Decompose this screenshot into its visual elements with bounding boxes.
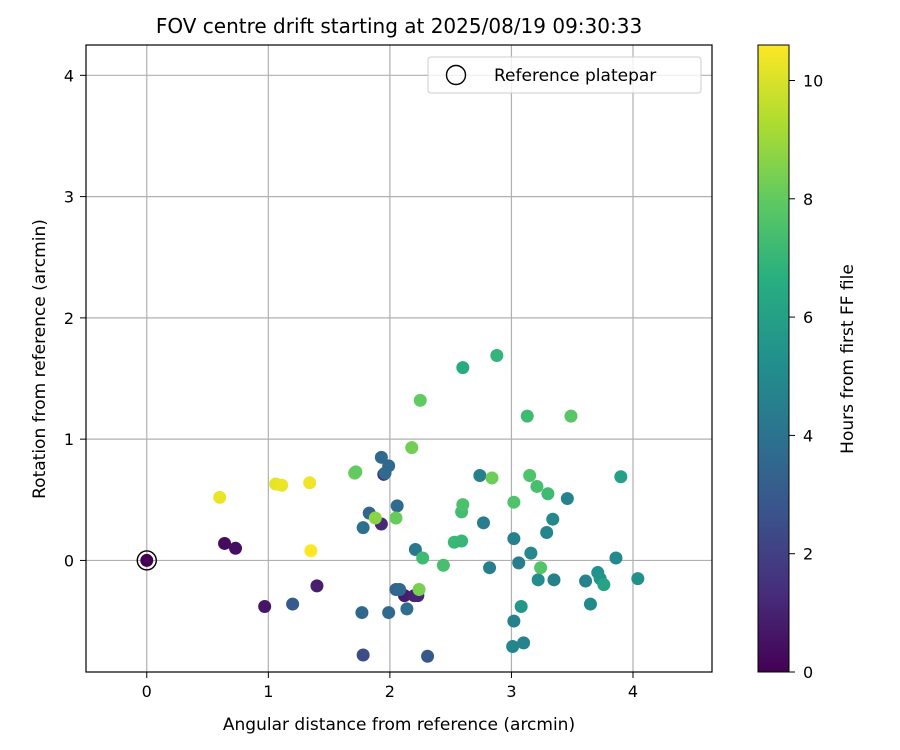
data-point <box>304 544 318 558</box>
data-point <box>390 499 404 513</box>
data-point <box>355 606 369 620</box>
x-tick-label: 3 <box>506 682 516 701</box>
colorbar-tick-label: 8 <box>803 190 813 209</box>
legend-label-reference: Reference platepar <box>494 66 656 86</box>
data-point <box>560 492 574 506</box>
x-tick-label: 1 <box>263 682 273 701</box>
data-point <box>356 521 370 535</box>
data-point <box>218 536 232 550</box>
grid-lines <box>86 45 712 672</box>
y-tick-label: 1 <box>64 430 74 449</box>
data-point <box>456 498 470 512</box>
y-tick-label: 3 <box>64 188 74 207</box>
data-point <box>547 573 561 587</box>
data-point <box>436 558 450 572</box>
y-axis-ticks: 0 1 2 3 4 <box>64 66 86 570</box>
data-point <box>534 561 548 575</box>
data-point <box>514 600 528 614</box>
data-point <box>485 471 499 485</box>
data-point <box>523 469 537 483</box>
data-point <box>275 478 289 492</box>
x-axis-label: Angular distance from reference (arcmin) <box>223 715 575 735</box>
colorbar-label: Hours from first FF file <box>838 264 858 454</box>
data-point <box>258 600 272 614</box>
colorbar-tick-label: 2 <box>803 545 813 564</box>
data-point <box>286 597 300 611</box>
data-point <box>546 512 560 526</box>
colorbar-tick-label: 0 <box>803 663 813 682</box>
data-point <box>408 543 422 557</box>
data-point <box>382 606 396 620</box>
x-tick-label: 0 <box>142 682 152 701</box>
data-point <box>382 459 396 473</box>
data-point <box>349 465 363 479</box>
legend-box <box>427 56 702 94</box>
data-point <box>531 573 545 587</box>
data-point <box>393 583 407 597</box>
data-point <box>579 574 593 588</box>
data-point <box>412 583 426 597</box>
data-point <box>416 551 430 565</box>
data-points <box>213 348 645 663</box>
data-point <box>524 546 538 560</box>
data-point <box>506 640 520 654</box>
data-point <box>456 361 470 375</box>
data-point <box>229 541 243 555</box>
data-point <box>631 572 645 586</box>
data-point <box>609 551 623 565</box>
data-point <box>356 648 370 662</box>
data-point <box>213 490 227 504</box>
data-point <box>421 649 435 663</box>
colorbar-tick-label: 10 <box>803 71 823 90</box>
data-point <box>400 602 414 616</box>
data-point <box>530 479 544 493</box>
x-axis-ticks: 0 1 2 3 4 <box>142 672 638 701</box>
data-point <box>564 409 578 423</box>
data-point <box>476 516 490 530</box>
data-point <box>483 561 497 575</box>
plot-area-frame <box>85 44 713 673</box>
colorbar-tick-label: 4 <box>803 426 813 445</box>
colorbar: 0 2 4 6 8 10 Hours from first FF file <box>757 44 858 682</box>
data-point <box>520 409 534 423</box>
reference-point <box>140 553 154 567</box>
data-point <box>512 556 526 570</box>
data-point <box>583 597 597 611</box>
chart-title: FOV centre drift starting at 2025/08/19 … <box>156 14 642 38</box>
legend-marker-reference <box>445 64 467 86</box>
data-point <box>541 487 555 501</box>
data-point <box>507 495 521 509</box>
data-point <box>540 526 554 540</box>
data-point <box>507 532 521 546</box>
y-axis-label: Rotation from reference (arcmin) <box>30 219 50 499</box>
data-point <box>490 348 504 362</box>
x-tick-label: 4 <box>628 682 638 701</box>
colorbar-ticks: 0 2 4 6 8 10 <box>789 71 823 682</box>
y-tick-label: 4 <box>64 66 74 85</box>
data-point <box>413 393 427 407</box>
reference-ring <box>136 550 157 571</box>
data-point <box>368 511 382 525</box>
data-point <box>473 469 487 483</box>
x-tick-label: 2 <box>385 682 395 701</box>
data-point <box>455 534 469 548</box>
data-point <box>374 450 388 464</box>
colorbar-tick-label: 6 <box>803 308 813 327</box>
data-point <box>303 476 317 490</box>
legend: Reference platepar <box>427 56 702 94</box>
colorbar-gradient <box>757 44 790 673</box>
data-point <box>597 578 611 592</box>
data-point <box>389 511 403 525</box>
data-point <box>507 614 521 628</box>
y-tick-label: 0 <box>64 551 74 570</box>
reference-marker <box>136 550 157 571</box>
data-point <box>614 470 628 484</box>
data-point <box>517 636 531 650</box>
data-point <box>405 441 419 455</box>
data-point <box>310 579 324 593</box>
y-tick-label: 2 <box>64 309 74 328</box>
